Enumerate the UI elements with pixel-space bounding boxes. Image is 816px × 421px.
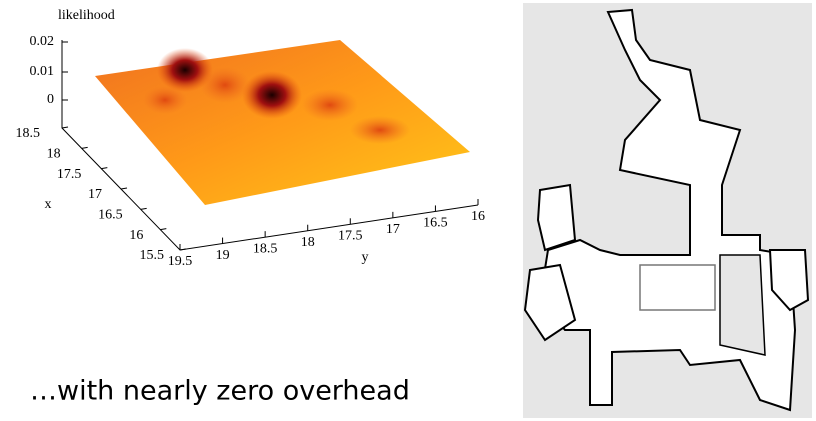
y-tick-label: 19 xyxy=(216,248,230,263)
x-tick-label: 15.5 xyxy=(140,248,165,263)
tick xyxy=(101,168,107,169)
z-label: likelihood xyxy=(58,8,115,23)
bump xyxy=(350,116,410,144)
map-room xyxy=(640,265,715,310)
y-axis-label: y xyxy=(362,250,369,265)
z-tick-label: 0.02 xyxy=(30,34,55,49)
x-tick-label: 16 xyxy=(129,228,143,243)
x-tick-label: 16.5 xyxy=(98,208,123,223)
x-axis-label: x xyxy=(45,197,52,212)
slide: likelihood …with nearly zero overhead 0.… xyxy=(0,0,816,421)
x-tick-label: 18 xyxy=(47,147,61,162)
y-tick-label: 18 xyxy=(301,235,315,250)
tick xyxy=(160,229,166,230)
caption: …with nearly zero overhead xyxy=(30,376,410,407)
tick xyxy=(141,208,147,209)
map-obstacle xyxy=(720,255,765,355)
y-tick-label: 18.5 xyxy=(253,241,278,256)
map-region xyxy=(538,185,575,250)
tick xyxy=(82,147,88,148)
tick xyxy=(180,249,186,250)
y-tick-label: 16 xyxy=(471,209,485,224)
tick xyxy=(62,127,68,128)
y-tick-label: 17 xyxy=(386,222,400,237)
z-tick-label: 0 xyxy=(47,92,54,107)
x-tick-label: 17.5 xyxy=(57,167,82,182)
bump xyxy=(302,89,358,121)
occupancy-map xyxy=(523,3,812,418)
surface xyxy=(95,40,470,205)
bump xyxy=(200,67,250,103)
bump xyxy=(143,86,187,114)
x-tick-label: 17 xyxy=(88,187,102,202)
y-tick-label: 16.5 xyxy=(423,216,448,231)
x-tick-label: 18.5 xyxy=(16,126,41,141)
y-tick-label: 19.5 xyxy=(168,254,193,269)
z-tick-label: 0.01 xyxy=(30,64,55,79)
y-tick-label: 17.5 xyxy=(338,229,363,244)
tick xyxy=(121,188,127,189)
peak xyxy=(242,71,302,119)
